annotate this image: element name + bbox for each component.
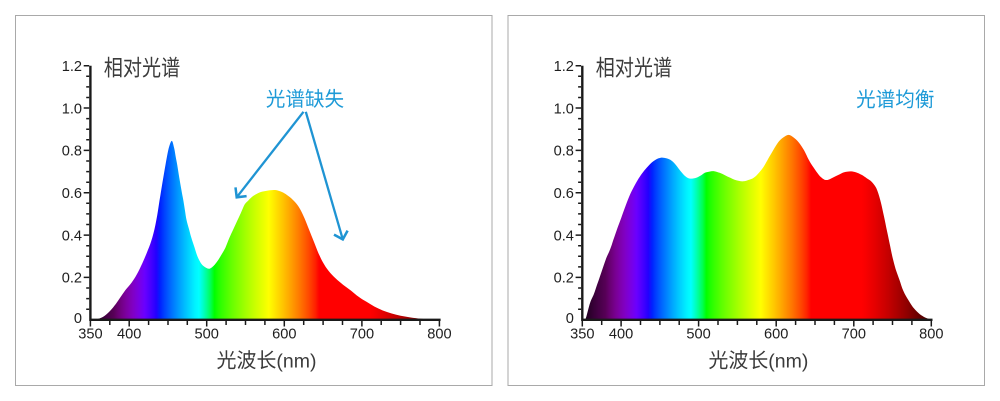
svg-text:350: 350 bbox=[570, 327, 594, 343]
svg-text:1.2: 1.2 bbox=[62, 59, 82, 75]
svg-text:700: 700 bbox=[842, 327, 866, 343]
svg-text:0.8: 0.8 bbox=[554, 144, 574, 160]
svg-text:0.6: 0.6 bbox=[554, 186, 574, 202]
svg-text:500: 500 bbox=[195, 327, 219, 343]
svg-text:0.4: 0.4 bbox=[62, 228, 82, 244]
svg-text:0: 0 bbox=[566, 311, 574, 327]
svg-text:600: 600 bbox=[764, 327, 788, 343]
svg-text:1.0: 1.0 bbox=[62, 101, 82, 117]
svg-text:800: 800 bbox=[919, 327, 943, 343]
svg-text:0: 0 bbox=[74, 311, 82, 327]
svg-text:0.2: 0.2 bbox=[62, 271, 82, 287]
svg-text:500: 500 bbox=[686, 327, 710, 343]
svg-text:350: 350 bbox=[78, 327, 102, 343]
svg-text:700: 700 bbox=[350, 327, 374, 343]
svg-text:(nm): (nm) bbox=[768, 351, 808, 373]
svg-text:600: 600 bbox=[272, 327, 296, 343]
svg-text:0.6: 0.6 bbox=[62, 186, 82, 202]
svg-text:1.2: 1.2 bbox=[554, 59, 574, 75]
svg-text:(nm): (nm) bbox=[276, 351, 316, 373]
svg-text:0.8: 0.8 bbox=[62, 144, 82, 160]
svg-text:1.0: 1.0 bbox=[554, 101, 574, 117]
svg-text:400: 400 bbox=[609, 327, 633, 343]
svg-text:0.4: 0.4 bbox=[554, 228, 574, 244]
svg-text:0.2: 0.2 bbox=[554, 271, 574, 287]
svg-text:800: 800 bbox=[427, 327, 451, 343]
svg-text:400: 400 bbox=[117, 327, 141, 343]
